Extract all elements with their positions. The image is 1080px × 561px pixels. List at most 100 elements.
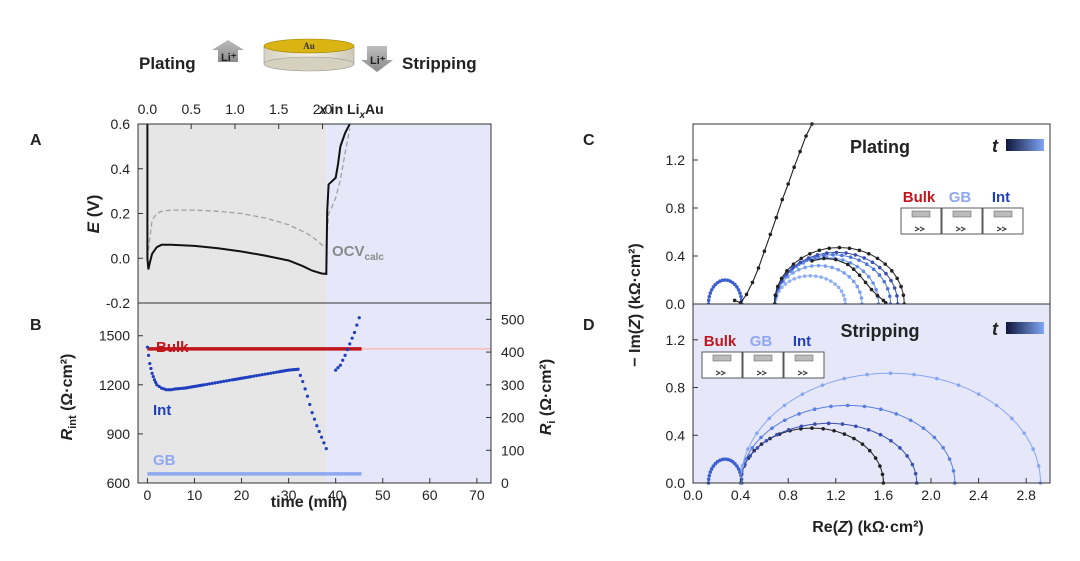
arc-d-point: [1031, 447, 1035, 451]
cpe-icon: [955, 226, 967, 232]
e-label: E: [84, 221, 103, 233]
y-tick-label-b-right: 0: [501, 475, 509, 491]
small-arc-c-point: [735, 285, 739, 289]
arc-d-point: [866, 428, 871, 432]
small-arc-d-point: [733, 461, 737, 466]
int-point: [269, 371, 273, 375]
tail-point: [845, 262, 850, 267]
y-axis-ticks-d: 0.0 0.4 0.8 1.2: [666, 332, 698, 491]
int-point: [227, 378, 231, 382]
x-tick-label-b: 10: [187, 487, 203, 503]
gb-label-b: GB: [153, 452, 176, 469]
arc-d-point: [908, 418, 913, 423]
arc-d-point: [941, 445, 945, 450]
int-point: [257, 373, 262, 377]
y-tick-label-a: 0.2: [111, 206, 131, 222]
tail-point: [822, 256, 826, 261]
arc-c-point: [847, 275, 852, 279]
arc-c-point: [892, 286, 897, 290]
x-tick-label-d: 2.4: [969, 487, 989, 503]
int-point: [324, 447, 328, 451]
arc-c-point: [773, 293, 778, 297]
arc-d-point: [912, 372, 916, 377]
arc-d-point: [889, 439, 893, 443]
top-axis-ticks: 0.0 0.5 1.0 1.5 2.0: [138, 101, 333, 129]
arc-c-point: [825, 251, 829, 255]
arc-d-point: [956, 383, 961, 387]
steep-point: [798, 149, 802, 154]
small-arc-c-point: [733, 282, 737, 287]
arc-c-point: [779, 276, 784, 281]
arc-d-point: [748, 454, 752, 458]
arc-d-point: [845, 403, 850, 408]
small-arc-d-point: [709, 467, 714, 471]
y-tick-label-a: 0.0: [111, 250, 131, 266]
small-arc-c-point: [709, 288, 714, 292]
arc-d-point: [951, 469, 956, 473]
cpe-icon: [914, 226, 926, 232]
y-tick-label-a: 0.6: [111, 116, 131, 132]
cpe-icon: [715, 370, 727, 376]
arc-d-point: [799, 424, 804, 429]
tail-point: [881, 298, 886, 303]
arc-c-point: [899, 284, 903, 289]
int-point: [274, 370, 278, 374]
x-axis-label-b: time (min): [271, 494, 347, 511]
stripping-shade-b: [326, 303, 491, 483]
arc-c-point: [851, 279, 856, 284]
bulk-label-b: Bulk: [156, 339, 189, 356]
tail-point: [875, 293, 880, 298]
arc-d-point: [854, 424, 858, 429]
small-arc-c-point: [720, 278, 725, 283]
plating-shade-b: [138, 303, 327, 483]
y-tick-label-b-right: 200: [501, 410, 525, 426]
arc-c-point: [836, 285, 841, 290]
arc-d-point: [867, 448, 872, 453]
y-tick-label-a: 0.4: [111, 161, 131, 177]
ocv-sub: calc: [365, 252, 385, 263]
steep-point: [792, 165, 796, 169]
y-axis-label-b-right: Ri (Ω·cm²): [538, 359, 558, 435]
int-point: [310, 411, 314, 415]
int-point: [205, 382, 209, 386]
arc-d-point: [852, 436, 856, 441]
arc-d-point: [860, 442, 865, 446]
arc-c-point: [787, 279, 792, 283]
arc-d-point: [786, 428, 791, 432]
legend-bulk: Bulk: [704, 333, 737, 350]
arc-d-point: [878, 407, 883, 412]
y-tick-label: 1.2: [666, 152, 686, 168]
arc-d-point: [820, 383, 825, 387]
arc-d-point: [878, 432, 883, 437]
arc-d-point: [829, 404, 833, 409]
r-i-main: R: [538, 423, 555, 435]
arc-c-point: [901, 293, 906, 297]
arc-c-point: [791, 262, 796, 266]
x-tick-label-d: 2.0: [921, 487, 941, 503]
int-point: [169, 388, 173, 392]
top-axis-tick-label: 1.5: [269, 101, 289, 117]
ocv-calc-label: OCVcalc: [332, 243, 384, 263]
int-point: [155, 383, 159, 387]
int-point: [357, 316, 361, 320]
y-axis-ticks-b-right: 0 100 200 300 400 500: [486, 311, 525, 491]
panel-letter-c: C: [583, 132, 595, 149]
arc-c-point: [775, 284, 780, 289]
li-down-arrow-icon: [361, 46, 393, 72]
resistor-icon: [993, 210, 1013, 218]
top-axis-tick-label: 2.0: [313, 101, 333, 117]
legend-int: Int: [992, 189, 1010, 206]
small-arc-c-point: [711, 285, 716, 289]
cpe-icon: [756, 370, 768, 376]
arc-c-point: [875, 256, 880, 261]
top-axis-sub-x: x: [358, 110, 365, 121]
int-point: [150, 371, 154, 375]
int-series: [145, 316, 361, 451]
arc-c-point: [889, 278, 893, 283]
arc-c-point: [884, 271, 888, 276]
int-point: [210, 381, 214, 385]
x-tick-label-b: 70: [469, 487, 485, 503]
arc-c-point: [855, 284, 860, 289]
arc-c-point: [817, 248, 822, 253]
int-point: [151, 375, 155, 379]
